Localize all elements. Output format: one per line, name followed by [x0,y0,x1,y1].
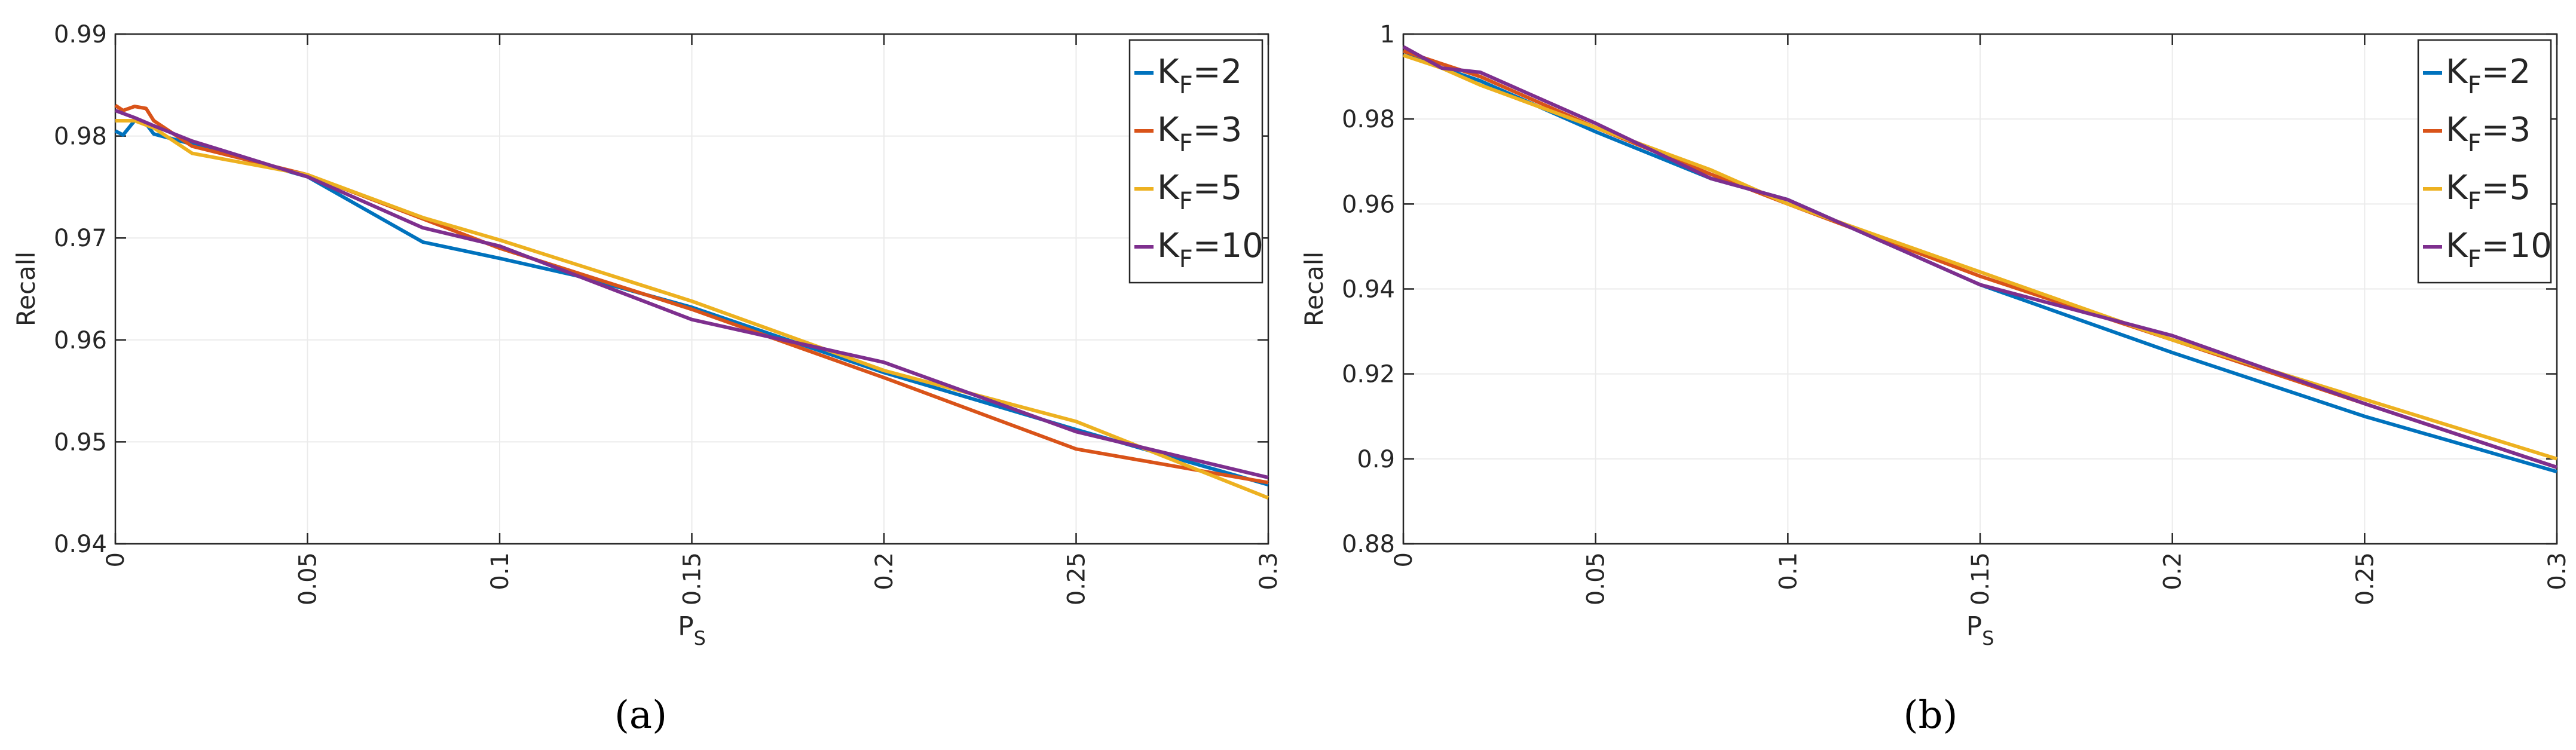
panel-a-legend-label-KF3: KF=3 [1157,111,1242,157]
panel-a-xtick-label-0_05: 0.05 [295,552,322,605]
panel-b-ytick-label-0_88: 0.88 [1342,531,1395,558]
panel-b-legend-label-KF10: KF=10 [2446,226,2552,273]
panel-b-ytick-label-0_98: 0.98 [1342,106,1395,133]
panel-a-legend-label-KF2: KF=2 [1157,53,1242,99]
chart-panel-b: 0 0.05 0.1 0.15 0.2 0.25 0.3 0.88 0.9 0.92 0.94 0.9… [1299,21,2571,650]
panel-a-legend-label-KF5-tail: =5 [1193,169,1243,207]
panel-b-ytick-label-0_9: 0.9 [1357,446,1395,473]
panel-a-xtick-label-0_1: 0.1 [487,552,514,590]
panel-b-legend-label-KF5-main: K [2446,169,2468,207]
panel-b-xtick-label-0_1: 0.1 [1775,552,1802,590]
panel-a-xtick-label-0_2: 0.2 [871,552,898,590]
panel-a-legend-box [1128,39,1263,284]
panel-a-legend-label-KF10-main: K [1157,226,1180,265]
panel-b-xtick-label-0_15: 0.15 [1967,552,1994,605]
caption-a: (a) [614,693,667,737]
panel-a-ytick-label-0_96: 0.96 [54,327,107,354]
panel-a-legend-label-KF10-tail: =10 [1193,226,1263,265]
panel-b-legend-label-KF3-sub: F [2468,130,2482,157]
panel-a-ytick-label-0_98: 0.98 [54,123,107,151]
panel-a-ytick-label-0_99: 0.99 [54,21,107,48]
panel-b-ytick-label-0_94: 0.94 [1342,276,1395,304]
panel-b-legend-label-KF5-sub: F [2468,188,2482,215]
chart-panel-a: 0 0.05 0.1 0.15 0.2 0.25 0.3 0.94 0.95 0.96 0.97 0.… [11,21,1283,650]
caption-b: (b) [1904,693,1958,737]
panel-a-ytick-label-0_94: 0.94 [54,531,107,558]
panel-a-legend-label-KF3-main: K [1157,111,1180,149]
panel-a-legend-label-KF3-tail: =3 [1193,111,1243,149]
panel-a-legend-label-KF2-main: K [1157,53,1180,91]
panel-a-legend-label-KF5-sub: F [1179,188,1193,215]
panel-b-xtick-label-0_05: 0.05 [1583,552,1610,605]
panel-a-legend-label-KF3-sub: F [1179,130,1193,157]
panel-a-series-line-KF5 [115,119,1269,500]
panel-a-ytick-label-0_95: 0.95 [54,428,107,456]
panel-b-legend-label-KF3-tail: =3 [2482,111,2531,149]
panel-b-xtick-label-0_3: 0.3 [2544,552,2571,590]
panel-b-ytick-label-0_92: 0.92 [1342,361,1395,388]
panel-b-legend-label-KF2: KF=2 [2446,53,2531,99]
panel-b-series-line-KF10 [1402,45,2557,469]
panel-b-ytick-label-0_96: 0.96 [1342,191,1395,218]
panel-b-legend-label-KF10-sub: F [2468,246,2482,273]
panel-a-legend-label-KF10: KF=10 [1157,226,1263,273]
panel-b-legend-label-KF2-tail: =2 [2482,53,2531,91]
panel-a-x-axis-label: PS [678,611,706,650]
panel-b-legend-label-KF3-main: K [2446,111,2468,149]
panel-a-legend-label-KF2-sub: F [1179,72,1193,99]
panel-b-xtick-label-0: 0 [1390,552,1418,567]
panel-a-x-axis-label-sub: S [694,627,706,650]
panel-b-xtick-label-0_2: 0.2 [2159,552,2187,590]
panel-a-legend-label-KF10-sub: F [1179,246,1193,273]
panel-b-legend-box [2417,39,2552,284]
panel-b-legend-label-KF2-sub: F [2468,72,2482,99]
panel-a-xtick-label-0_15: 0.15 [679,552,706,605]
panel-b-y-axis-label: Recall [1299,252,1329,326]
panel-b-legend-label-KF2-main: K [2446,53,2468,91]
panel-a-series-line-KF10 [114,109,1269,480]
panel-b-legend-label-KF3: KF=3 [2446,111,2531,157]
panel-a-xtick-label-0_3: 0.3 [1255,552,1283,590]
panel-b-legend-label-KF5: KF=5 [2446,169,2531,215]
panel-b-xtick-label-0_25: 0.25 [2351,552,2379,605]
panel-a-xtick-label-0: 0 [102,552,130,567]
panel-b-x-axis-label-sub: S [1982,627,1994,650]
panel-a-legend-label-KF2-tail: =2 [1193,53,1243,91]
panel-a-legend-label-KF5-main: K [1157,169,1180,207]
panel-a-y-axis-label: Recall [11,252,41,326]
panel-a-x-axis-label-main: P [678,611,694,642]
panel-a-legend-label-KF5: KF=5 [1157,169,1242,215]
panel-b-x-axis-label: PS [1966,611,1994,650]
panel-b-legend-label-KF10-tail: =10 [2482,226,2552,265]
panel-b-ytick-label-1: 1 [1380,21,1395,48]
panel-b-legend-label-KF5-tail: =5 [2482,169,2531,207]
panel-a-ytick-label-0_97: 0.97 [54,225,107,252]
panel-a-xtick-label-0_25: 0.25 [1063,552,1091,605]
panel-b-x-axis-label-main: P [1966,611,1983,642]
panel-b-legend-label-KF10-main: K [2446,226,2468,265]
